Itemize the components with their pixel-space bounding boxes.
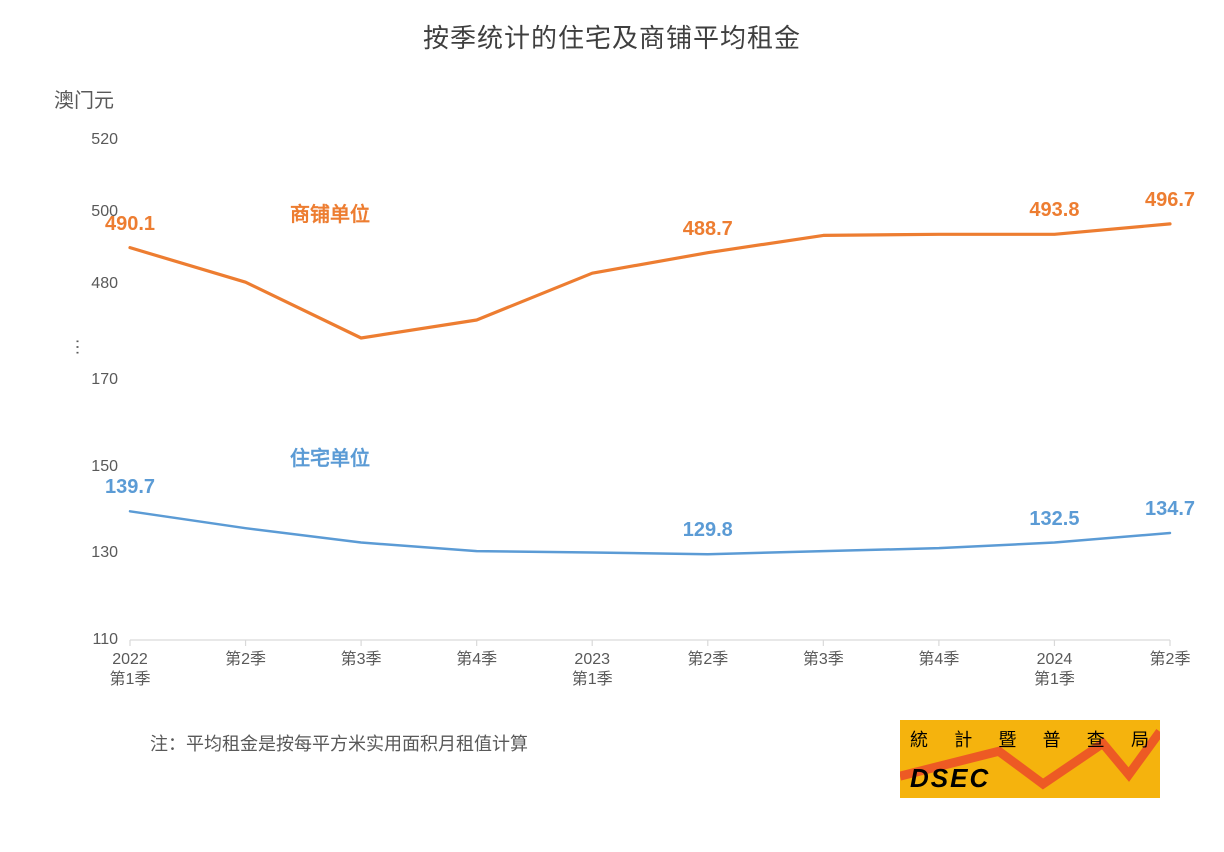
- x-tick-label: 第2季: [687, 650, 728, 670]
- y-tick-label: 150: [58, 458, 118, 476]
- x-tick-label: 第4季: [456, 650, 497, 670]
- y-tick-label: 110: [58, 631, 118, 649]
- y-tick-label: 480: [58, 275, 118, 293]
- dsec-logo-chinese-char: 普: [1043, 726, 1062, 752]
- axis-break-indicator: …: [72, 338, 93, 358]
- dsec-logo-chinese: 統計暨普查局: [910, 726, 1150, 752]
- chart-caption: 注：平均租金是按每平方米实用面积月租值计算: [150, 730, 528, 756]
- data-label: 134.7: [1145, 498, 1195, 521]
- data-label: 490.1: [105, 213, 155, 236]
- dsec-logo-chinese-char: 計: [954, 726, 973, 752]
- x-tick-label: 第3季: [803, 650, 844, 670]
- chart-container: 按季统计的住宅及商铺平均租金 澳门元 480500520110130150170…: [0, 0, 1224, 852]
- y-tick-label: 130: [58, 544, 118, 562]
- x-tick-label: 2024 第1季: [1034, 650, 1075, 690]
- x-tick-label: 第3季: [341, 650, 382, 670]
- x-tick-label: 第4季: [918, 650, 959, 670]
- data-label: 493.8: [1029, 199, 1079, 222]
- dsec-logo-chinese-char: 局: [1131, 726, 1150, 752]
- dsec-logo-chinese-char: 查: [1087, 726, 1106, 752]
- data-label: 129.8: [683, 519, 733, 542]
- x-tick-label: 第2季: [225, 650, 266, 670]
- y-tick-label: 520: [58, 131, 118, 149]
- data-label: 139.7: [105, 476, 155, 499]
- dsec-logo-chinese-char: 暨: [998, 726, 1017, 752]
- x-tick-label: 第2季: [1150, 650, 1191, 670]
- dsec-logo: 統計暨普查局 DSEC: [900, 720, 1160, 798]
- x-tick-label: 2022 第1季: [110, 650, 151, 690]
- data-label: 496.7: [1145, 189, 1195, 212]
- data-label: 488.7: [683, 218, 733, 241]
- series-label-commercial: 商铺单位: [290, 198, 370, 227]
- series-label-residential: 住宅单位: [290, 442, 370, 471]
- y-tick-label: 170: [58, 371, 118, 389]
- dsec-logo-latin: DSEC: [910, 763, 990, 794]
- dsec-logo-chinese-char: 統: [910, 726, 929, 752]
- data-label: 132.5: [1029, 508, 1079, 531]
- x-tick-label: 2023 第1季: [572, 650, 613, 690]
